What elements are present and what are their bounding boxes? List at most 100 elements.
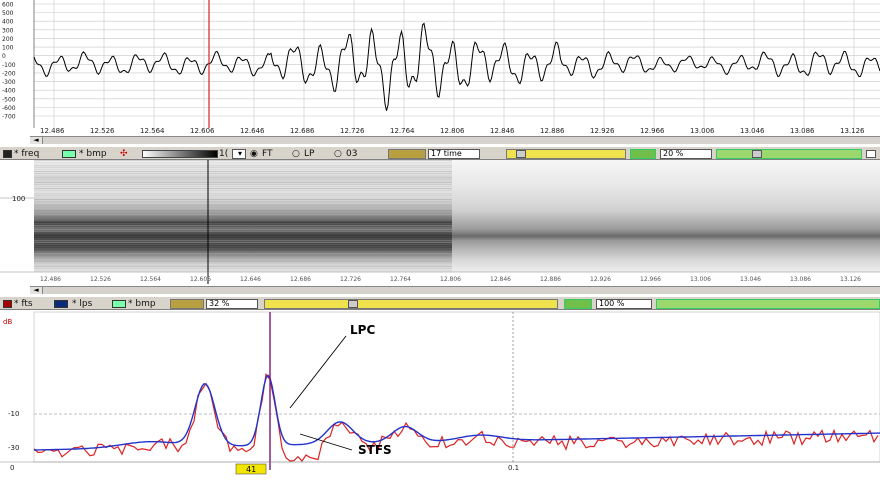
spectrogram-x-tick: 12.564 <box>140 276 161 283</box>
spectrogram-x-tick: 12.926 <box>590 276 611 283</box>
stfs-annotation-arrow <box>299 433 353 451</box>
fts-label[interactable]: * fts <box>14 299 33 309</box>
waveform-y-tick: -300 <box>2 79 16 86</box>
lps-color-swatch[interactable] <box>54 300 68 308</box>
contrast-gradient[interactable] <box>142 150 218 158</box>
green-arrows-icon[interactable] <box>630 149 656 159</box>
fish-icon[interactable] <box>170 299 204 309</box>
bmp-icon[interactable] <box>62 150 76 158</box>
spectrogram-x-tick: 12.886 <box>540 276 561 283</box>
waveform-x-tick: 12.966 <box>640 127 665 135</box>
spectrogram-x-tick: 12.846 <box>490 276 511 283</box>
lpc-spectrum-panel[interactable]: dB -10 -30 LPC STFS 0 0.1 41 <box>0 310 880 479</box>
spectrogram-x-tick: 13.126 <box>840 276 861 283</box>
time-slider[interactable] <box>506 149 626 159</box>
lpc-zoom-spinner[interactable]: 100 % <box>596 299 652 309</box>
waveform-x-tick: 12.526 <box>90 127 115 135</box>
fish-icon[interactable] <box>388 149 426 159</box>
radio-ft-label[interactable]: FT <box>262 149 273 159</box>
scale-slider[interactable] <box>264 299 558 309</box>
scroll-left-icon[interactable]: ◄ <box>30 287 43 294</box>
zoom-slider[interactable] <box>716 149 862 159</box>
radio-03-icon[interactable]: ○ <box>334 149 342 159</box>
scale-value: 32 % <box>209 299 230 308</box>
zoom-spinner[interactable]: 20 % <box>660 149 712 159</box>
lpc-x-tick-left: 0 <box>10 464 14 472</box>
time-spinner[interactable]: 17 time <box>428 149 480 159</box>
toggle-checkbox[interactable] <box>866 150 876 158</box>
waveform-x-tick: 12.886 <box>540 127 565 135</box>
lpc-x-tick-mid: 0.1 <box>508 464 519 472</box>
cursor-value-box <box>235 463 267 475</box>
freq-color-swatch[interactable] <box>3 150 12 158</box>
contrast-value: 1( <box>219 149 229 159</box>
stfs-annotation: STFS <box>358 443 392 457</box>
waveform-x-tick: 12.606 <box>190 127 215 135</box>
bmp-label[interactable]: * bmp <box>128 299 156 309</box>
spectrogram-x-tick: 13.046 <box>740 276 761 283</box>
lpc-annotation: LPC <box>350 323 375 337</box>
cross-arrows-icon[interactable]: ✣ <box>120 149 128 159</box>
waveform-x-tick: 12.486 <box>40 127 65 135</box>
radio-lp-label[interactable]: LP <box>304 149 315 159</box>
waveform-panel[interactable]: 600 500 400 300 200 100 0 -100 -200 -300 -400 -500 -… <box>0 0 880 136</box>
radio-ft-icon[interactable]: ◉ <box>250 149 258 159</box>
spectrogram-x-axis: 12.486 12.526 12.564 12.606 12.646 12.686 12.7… <box>0 271 880 283</box>
spectrogram-stripes <box>34 160 452 271</box>
spectrogram-x-tick: 12.686 <box>290 276 311 283</box>
waveform-y-tick: -600 <box>2 105 16 112</box>
spectrogram-x-tick: 12.526 <box>90 276 111 283</box>
green-arrows-icon[interactable] <box>564 299 592 309</box>
spectrogram-x-tick: 12.646 <box>240 276 261 283</box>
waveform-y-tick: -700 <box>2 114 16 121</box>
zoom-slider-thumb[interactable] <box>752 150 762 158</box>
waveform-y-tick: 300 <box>2 27 14 34</box>
scale-spinner[interactable]: 32 % <box>206 299 258 309</box>
spectrogram-x-tick: 12.726 <box>340 276 361 283</box>
spectrogram-x-tick: 12.966 <box>640 276 661 283</box>
radio-lp-icon[interactable]: ○ <box>292 149 300 159</box>
waveform-y-tick: -200 <box>2 70 16 77</box>
waveform-y-tick: 0 <box>2 53 6 60</box>
time-value: 17 time <box>431 149 462 158</box>
waveform-y-tick: 100 <box>2 45 14 52</box>
waveform-x-tick: 12.806 <box>440 127 465 135</box>
scale-slider-thumb[interactable] <box>348 300 358 308</box>
spectrogram-scrollbar[interactable]: ◄ <box>30 286 880 294</box>
waveform-grid <box>33 0 880 128</box>
scroll-left-icon[interactable]: ◄ <box>30 137 43 144</box>
waveform-y-tick: -400 <box>2 88 16 95</box>
spectrogram-panel[interactable]: 100 12.486 12.526 12.564 12.606 12.646 12.686… <box>0 160 880 284</box>
lpc-zoom-slider[interactable] <box>656 299 880 309</box>
waveform-scrollbar[interactable]: ◄ <box>30 136 880 144</box>
lpc-trace <box>34 374 880 451</box>
waveform-trace <box>33 22 880 111</box>
spectrogram-plot[interactable]: 100 12.486 12.526 12.564 12.606 12.646 12.686… <box>0 160 880 284</box>
waveform-y-tick: -100 <box>2 62 16 69</box>
freq-label[interactable]: * freq <box>14 149 40 159</box>
lps-label[interactable]: * lps <box>72 299 93 309</box>
waveform-y-tick: 500 <box>2 10 14 17</box>
fts-color-swatch[interactable] <box>3 300 12 308</box>
bmp-icon[interactable] <box>112 300 126 308</box>
spectrogram-x-tick: 12.486 <box>40 276 61 283</box>
contrast-dropdown[interactable]: ▾ <box>232 149 246 159</box>
time-slider-thumb[interactable] <box>516 150 526 158</box>
spectrogram-x-tick: 12.806 <box>440 276 461 283</box>
bmp-label[interactable]: * bmp <box>79 149 107 159</box>
waveform-x-axis: 12.486 12.526 12.564 12.606 12.646 12.686 12.7… <box>40 127 865 135</box>
spectrogram-x-tick: 12.764 <box>390 276 411 283</box>
lpc-spectrum-plot[interactable]: dB -10 -30 LPC STFS 0 0.1 41 <box>0 310 880 479</box>
waveform-x-tick: 12.926 <box>590 127 615 135</box>
zoom-value: 20 % <box>663 149 684 158</box>
lpc-toolbar: * fts * lps * bmp 32 % 100 % <box>0 296 880 310</box>
waveform-y-tick: 600 <box>2 2 14 9</box>
waveform-x-tick: 13.006 <box>690 127 715 135</box>
spectrogram-x-tick: 13.006 <box>690 276 711 283</box>
spectrogram-band-left <box>34 160 452 272</box>
radio-03-label[interactable]: 03 <box>346 149 358 159</box>
stfs-trace <box>33 372 879 462</box>
waveform-x-tick: 12.764 <box>390 127 415 135</box>
spectrogram-y-tick: 100 <box>12 195 25 203</box>
